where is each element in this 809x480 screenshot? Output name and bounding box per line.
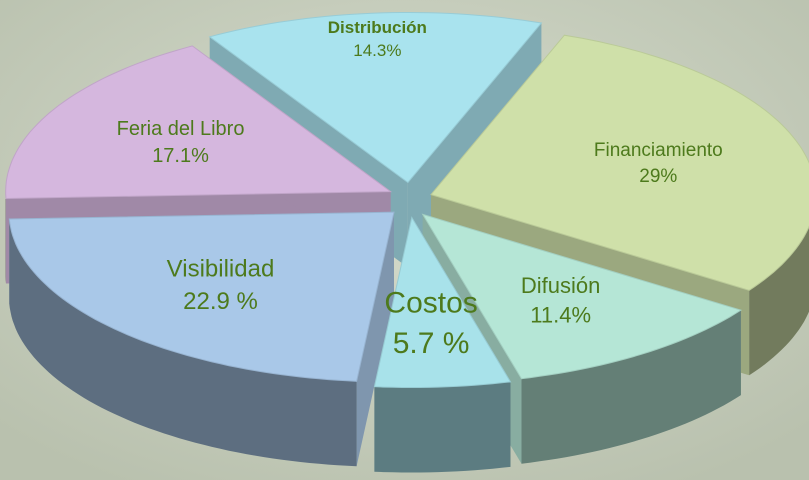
- slice-label: Costos: [384, 287, 477, 320]
- value-label: 29%: [639, 166, 677, 187]
- slice: [208, 12, 543, 184]
- slice-side: [749, 226, 809, 376]
- value-label: 14.3%: [353, 41, 401, 60]
- slice-label: Distribución: [328, 18, 427, 37]
- value-label: 11.4%: [530, 303, 591, 328]
- slice-side: [374, 381, 511, 473]
- value-label: 22.9 %: [183, 288, 258, 315]
- slice: [421, 213, 743, 380]
- value-label: 17.1%: [152, 145, 209, 167]
- slice: [5, 45, 393, 200]
- slice-label: Difusión: [521, 273, 600, 298]
- slice-side: [521, 310, 741, 464]
- slice-side: [9, 219, 357, 467]
- slice-label: Financiamiento: [594, 140, 723, 161]
- slice-label: Feria del Libro: [117, 118, 245, 140]
- slice: [373, 216, 512, 388]
- value-label: 5.7 %: [393, 327, 470, 360]
- slice-label: Visibilidad: [167, 255, 275, 282]
- slice: [8, 211, 395, 382]
- slice: [430, 34, 809, 291]
